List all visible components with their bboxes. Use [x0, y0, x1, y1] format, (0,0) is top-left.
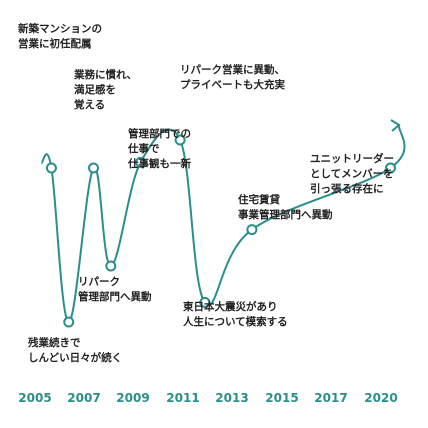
event-point-6 — [174, 134, 186, 146]
arrow-head-icon — [390, 119, 401, 132]
year-tick-2011: 2011 — [166, 391, 199, 405]
year-tick-2020: 2020 — [364, 391, 397, 405]
annotation-4-line-2: 管理部門へ異動 — [78, 290, 152, 303]
year-tick-2015: 2015 — [265, 391, 298, 405]
annotation-6-line-2: プライベートも大充実 — [180, 78, 285, 91]
annotation-2-line-1: 残業続きで — [28, 336, 81, 349]
year-tick-2017: 2017 — [314, 391, 347, 405]
annotation-3-line-2: 満足感を — [74, 83, 116, 96]
year-tick-2005: 2005 — [18, 391, 51, 405]
event-point-1 — [45, 162, 57, 174]
annotation-4-line-1: リパーク — [78, 276, 120, 288]
annotation-5-line-2: 仕事で — [127, 142, 160, 155]
event-point-4 — [105, 260, 117, 272]
annotation-7-line-2: 人生について模索する — [183, 315, 288, 328]
annotation-7-line-1: 東日本大震災があり — [183, 300, 278, 313]
year-tick-2013: 2013 — [215, 391, 248, 405]
annotation-9-line-2: としてメンバーを — [310, 168, 394, 180]
event-point-5 — [135, 156, 147, 168]
year-tick-2009: 2009 — [116, 391, 149, 405]
annotation-3-line-3: 覚える — [74, 98, 105, 111]
annotation-1-line-2: 営業に初任配属 — [18, 37, 92, 50]
annotation-8-line-1: 住宅賃貸 — [238, 193, 280, 206]
event-point-8 — [246, 224, 258, 236]
annotation-5-line-3: 仕事観も一新 — [127, 157, 191, 170]
event-point-7 — [199, 296, 211, 308]
year-tick-2007: 2007 — [67, 391, 100, 405]
annotation-9-line-3: 引っ張る存在に — [310, 182, 384, 195]
annotation-8-line-2: 事業管理部門へ異動 — [238, 208, 333, 221]
annotation-5-line-1: 管理部門での — [128, 127, 191, 140]
annotation-3-line-1: 業務に慣れ、 — [73, 68, 137, 81]
annotation-9-line-1: ユニットリーダー — [310, 152, 394, 165]
annotation-6-line-1: リパーク営業に異動、 — [180, 63, 285, 76]
event-point-9 — [385, 162, 396, 174]
event-point-2 — [63, 316, 75, 328]
annotation-1-line-1: 新築マンションの — [18, 22, 102, 35]
event-point-3 — [88, 162, 99, 174]
annotation-2-line-2: しんどい日々が続く — [28, 351, 122, 364]
